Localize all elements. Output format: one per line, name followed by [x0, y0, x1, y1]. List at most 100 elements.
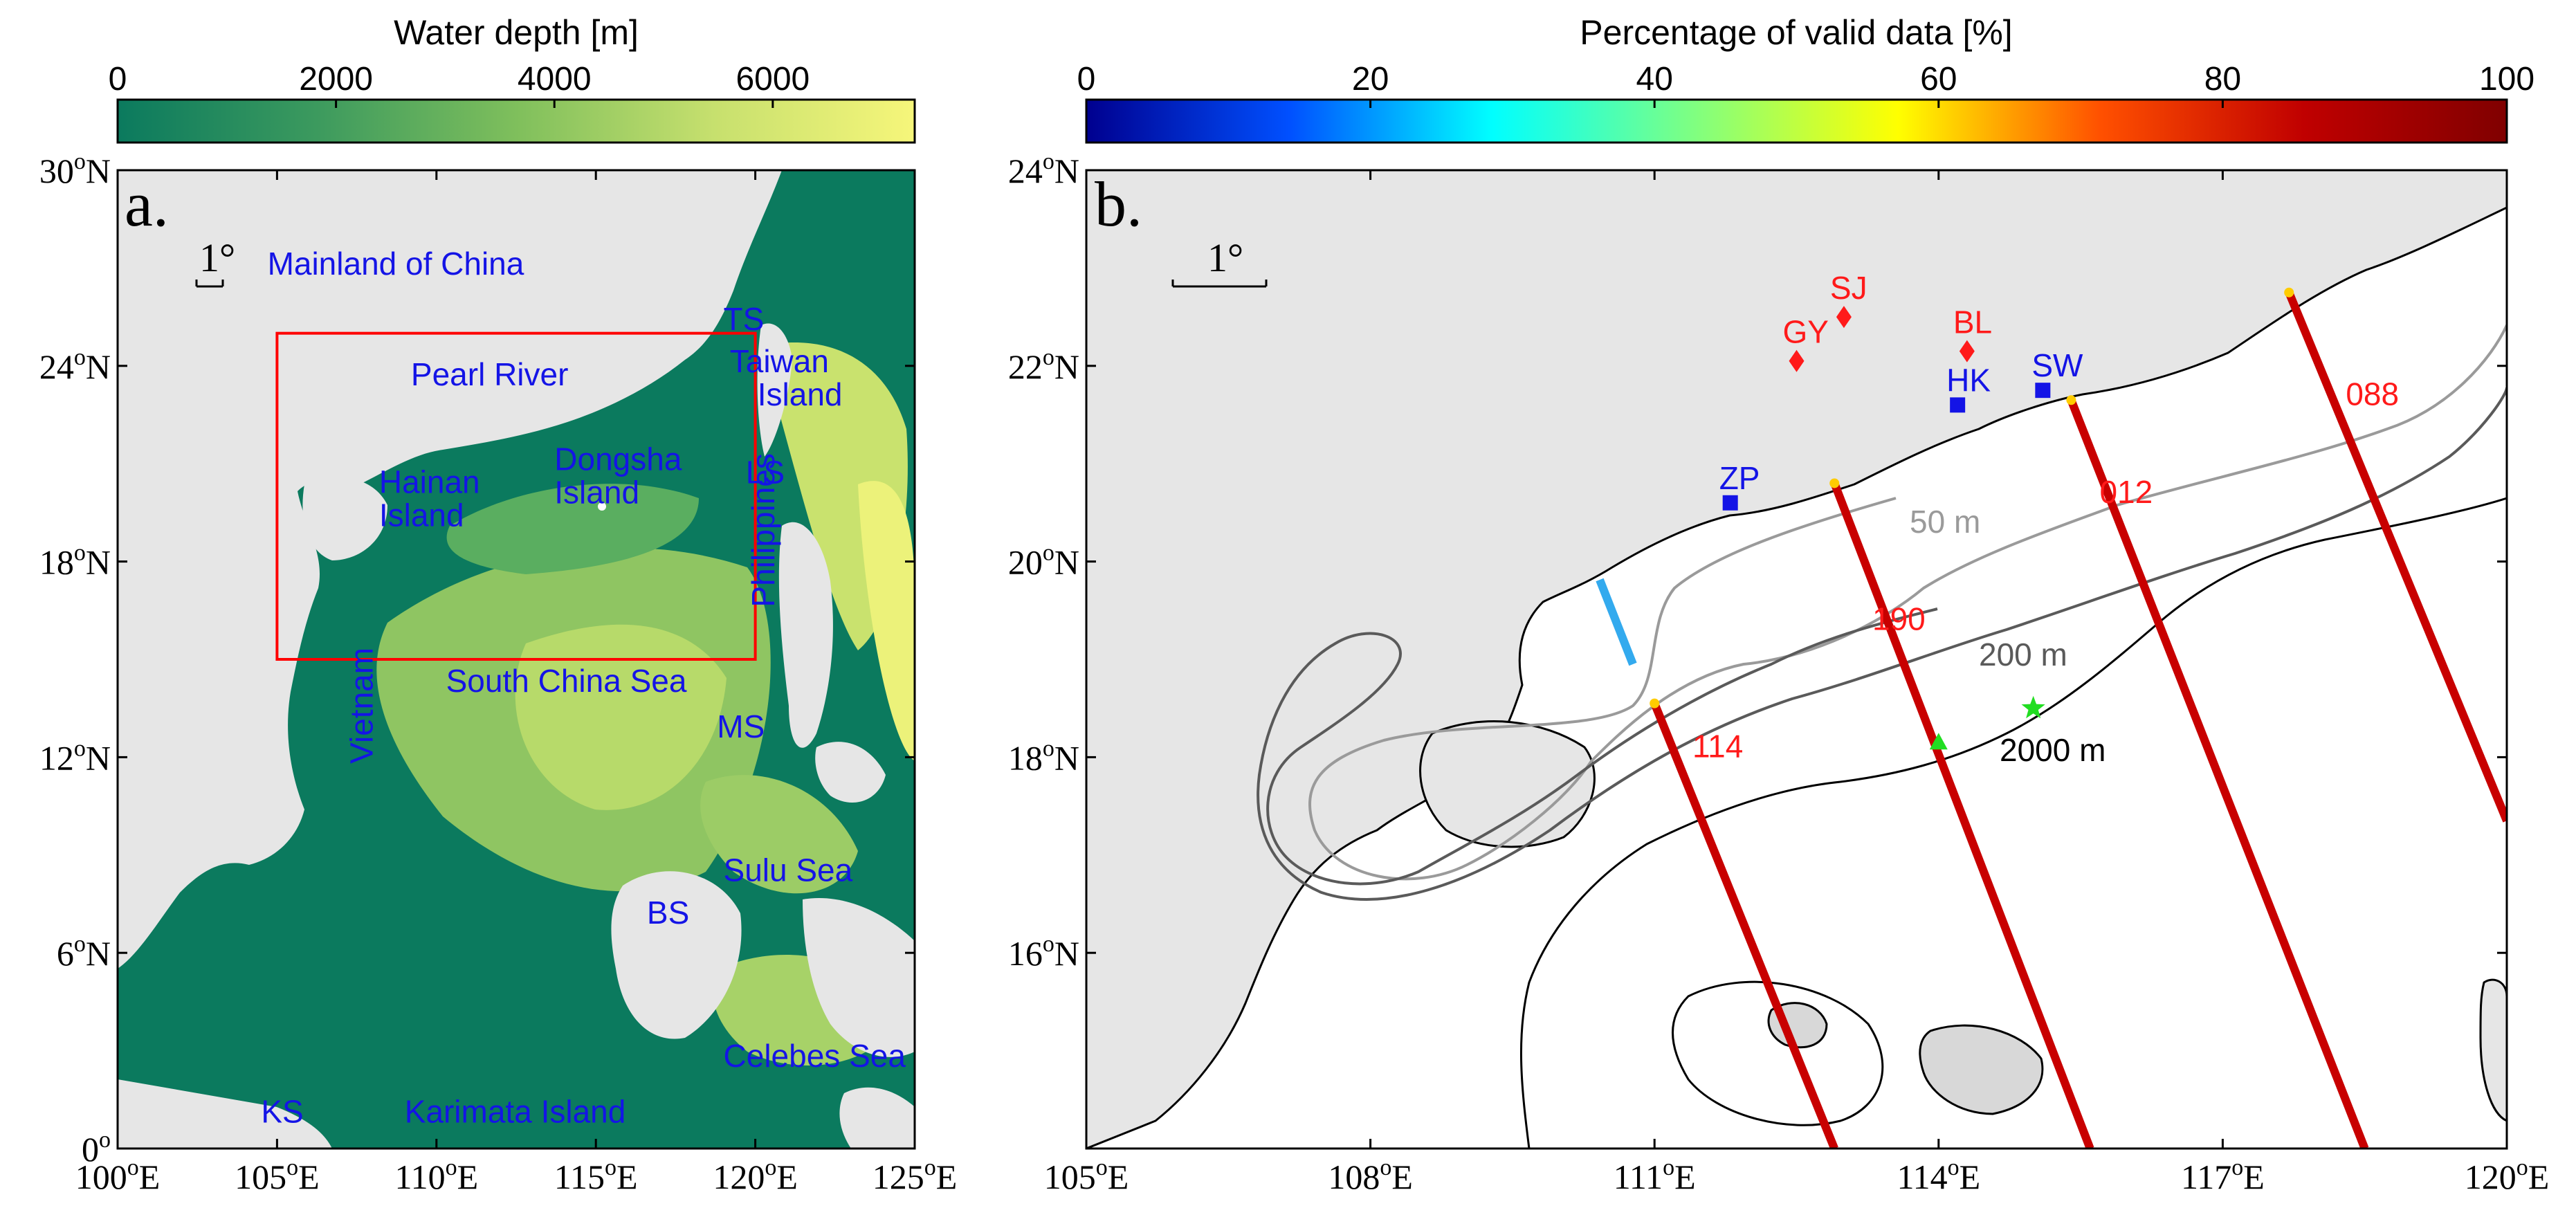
gauge-station-square [2035, 383, 2051, 399]
track-label: 012 [2099, 474, 2153, 510]
colorbar-tick-label: 80 [2204, 61, 2241, 98]
track-label: 114 [1692, 728, 1743, 764]
altimeter-track-line [1830, 482, 2094, 1149]
seamount-contour-1 [1672, 980, 1884, 1126]
colorbar-tick-label: 4000 [518, 61, 592, 98]
y-tick-label: 6oN [57, 931, 111, 973]
y-tick-label: 30oN [39, 149, 111, 190]
place-label: KS [261, 1093, 303, 1129]
x-tick-label: 117oE [2181, 1155, 2265, 1196]
track-start-marker [2066, 395, 2076, 405]
place-label: South China Sea [446, 663, 687, 699]
map-a-content: a. 1° Mainland of China Pearl River TS Taiw… [118, 170, 915, 1149]
mindanao-land [803, 898, 915, 1057]
place-label: TS [724, 301, 765, 337]
map-a-frame [116, 169, 916, 1150]
colorbar-tick-label: 20 [1352, 61, 1389, 98]
panel-b: Percentage of valid data [%] 0 20 40 60 80 10… [1008, 13, 2549, 1196]
valid-data-colorbar [1085, 98, 2508, 144]
luzon-land [778, 522, 833, 748]
depth-colorbar-ticks: 0 2000 4000 6000 [109, 61, 810, 108]
visayas-land [815, 742, 886, 803]
axis-ticks-b: 105oE 108oE 111oE 114oE 117oE 120oE 16oN 18oN 20… [1008, 149, 2549, 1196]
place-label: Sulu Sea [724, 852, 853, 888]
altimeter-track-line [2067, 399, 2369, 1149]
place-label: BS [647, 895, 689, 931]
y-tick-label: 0o [82, 1127, 111, 1169]
deep-basin-core [515, 624, 727, 810]
philippine-trench [858, 481, 915, 761]
y-tick-label: 20oN [1008, 540, 1079, 582]
triangle-marker [1929, 733, 1948, 750]
place-label: Hainan Island [379, 464, 480, 533]
x-tick-label: 120oE [713, 1155, 798, 1196]
place-label: Vietnam [344, 648, 380, 764]
station-label: ZP [1719, 460, 1760, 496]
place-label: Philippines [745, 453, 781, 607]
panel-a: Water depth [m] 0 2000 4000 6000 a. [39, 13, 957, 1196]
slope-north [446, 484, 699, 574]
place-label: MS [717, 708, 765, 744]
y-tick-label: 24oN [1008, 149, 1079, 190]
y-tick-label: 12oN [39, 735, 111, 777]
x-tick-label: 110oE [394, 1155, 478, 1196]
seamount-contour-2 [1919, 1024, 2044, 1115]
colorbar-tick-label: 100 [2479, 61, 2534, 98]
place-labels-a: Mainland of China Pearl River TS Taiwan Isla… [261, 246, 906, 1129]
contour-50m [1308, 324, 2507, 881]
contour-label-2000m: 2000 m [2000, 732, 2105, 768]
hainan-land [302, 477, 387, 560]
station-label: BL [1953, 304, 1992, 340]
star-marker [2021, 695, 2045, 719]
sumatra-land [118, 1079, 332, 1149]
altimeter-track-line [1650, 702, 1838, 1149]
depth-colorbar [116, 98, 916, 144]
station-label: SW [2031, 347, 2083, 383]
depth-colorbar-title: Water depth [m] [394, 13, 639, 52]
x-tick-label: 125oE [873, 1155, 958, 1196]
colorbar-tick-label: 2000 [299, 61, 373, 98]
contour-2000m [1519, 497, 2507, 1149]
sulawesi-land [839, 1087, 915, 1149]
place-label: Mainland of China [268, 246, 524, 282]
axis-ticks-a: 100oE 105oE 110oE 115oE 120oE 125oE 0o 6oN 12oN 1… [39, 149, 957, 1196]
y-tick-label: 18oN [1008, 735, 1079, 777]
y-tick-label: 18oN [39, 540, 111, 582]
x-tick-label: 100oE [75, 1155, 161, 1196]
colorbar-tick-label: 0 [109, 61, 127, 98]
tide-station-diamond [1836, 306, 1852, 329]
place-label: Karimata Island [405, 1093, 626, 1129]
place-label: Dongsha Island [554, 441, 682, 511]
y-tick-label: 16oN [1008, 931, 1079, 973]
scale-label-b: 1° [1207, 235, 1243, 280]
dongsha-island-marker [598, 502, 606, 511]
y-tick-label: 24oN [39, 345, 111, 386]
colorbar-tick-label: 0 [1077, 61, 1096, 98]
colorbar-tick-label: 60 [1920, 61, 1957, 98]
x-tick-label: 108oE [1328, 1155, 1413, 1196]
mainland-land-b [1086, 170, 2507, 1149]
study-area-box [275, 331, 757, 661]
track-label: 088 [2346, 376, 2399, 412]
track-label: 190 [1872, 601, 1926, 637]
mainland-land [118, 170, 782, 969]
gauge-station-square [1722, 495, 1738, 511]
x-tick-label: 114oE [1897, 1155, 1980, 1196]
valid-data-colorbar-title: Percentage of valid data [%] [1580, 13, 2012, 52]
contour-label-50m: 50 m [1910, 504, 1980, 540]
tide-station-diamond [1789, 349, 1805, 372]
valid-data-colorbar-ticks: 0 20 40 60 80 100 [1077, 61, 2534, 108]
tide-station-diamond [1959, 340, 1975, 363]
place-label: Pearl River [411, 356, 569, 392]
low-valid-coastal-segment [1596, 578, 1637, 666]
x-tick-label: 111oE [1614, 1155, 1696, 1196]
colorbar-tick-label: 40 [1636, 61, 1673, 98]
station-label: HK [1946, 362, 1991, 398]
track-start-marker [1829, 478, 1840, 488]
borneo-land [611, 871, 742, 1039]
x-tick-label: 115oE [554, 1155, 638, 1196]
colorbar-tick-label: 6000 [736, 61, 810, 98]
